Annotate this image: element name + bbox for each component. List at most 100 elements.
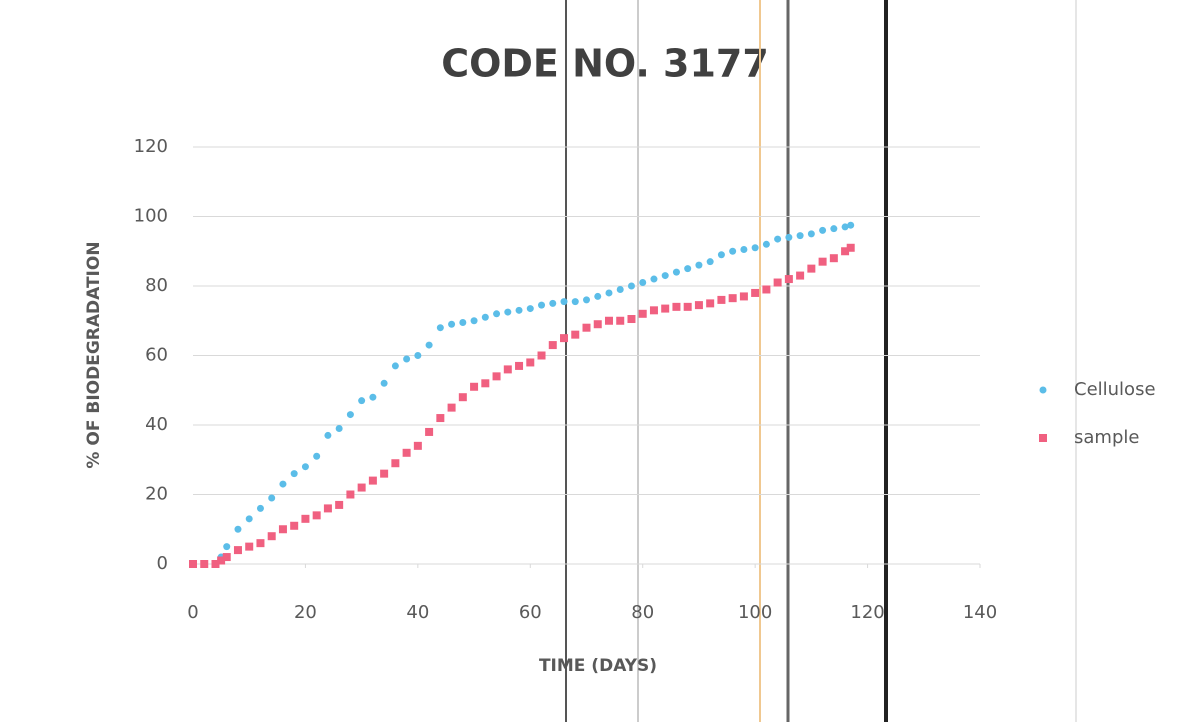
point [245, 542, 254, 551]
point [290, 521, 299, 530]
point [729, 247, 737, 255]
point [493, 310, 501, 318]
point [583, 296, 590, 304]
point [413, 441, 422, 450]
point [819, 226, 827, 234]
point [369, 393, 377, 401]
x-tick-label: 20 [294, 602, 317, 623]
point [515, 361, 524, 370]
point [740, 246, 748, 254]
point [627, 282, 635, 290]
point [818, 257, 827, 266]
point [751, 288, 760, 297]
point [784, 275, 793, 284]
point [459, 318, 467, 326]
point [829, 254, 838, 263]
point [695, 261, 703, 269]
point [717, 251, 725, 259]
point [841, 223, 849, 231]
y-tick-label: 100 [134, 206, 168, 227]
scan-artifacts [565, 0, 1077, 722]
point [414, 352, 422, 359]
y-tick-label: 20 [145, 484, 168, 505]
point [380, 379, 388, 387]
point [234, 525, 242, 533]
point [717, 295, 726, 304]
point [762, 285, 771, 294]
point [335, 500, 344, 509]
x-axis-label: TIME (DAYS) [539, 656, 657, 676]
point [751, 244, 759, 252]
point [796, 232, 804, 240]
point [694, 301, 703, 310]
point [245, 515, 253, 523]
point [211, 560, 220, 568]
point [515, 306, 523, 314]
y-tick-label: 0 [157, 553, 168, 574]
point [807, 264, 816, 273]
point [217, 556, 226, 565]
point [571, 298, 579, 306]
point [560, 298, 568, 306]
point [538, 301, 546, 309]
y-tick-label: 60 [145, 345, 168, 366]
point [650, 275, 658, 283]
point [223, 543, 231, 551]
point [267, 532, 276, 541]
point [672, 268, 680, 276]
point [279, 480, 287, 488]
point [403, 355, 411, 363]
legend-marker [1039, 386, 1047, 394]
legend-label: sample [1074, 427, 1139, 448]
point [661, 304, 670, 313]
point [503, 365, 512, 374]
point [560, 334, 569, 343]
point [526, 305, 534, 313]
point [537, 351, 546, 360]
y-axis-label: % OF BIODEGRADATION [84, 241, 104, 468]
point [301, 514, 310, 523]
chart-title: CODE NO. 3177 [441, 42, 769, 86]
point [278, 525, 287, 534]
point [324, 431, 332, 439]
x-tick-label: 40 [406, 602, 429, 623]
point [357, 483, 366, 492]
legend-marker [1039, 434, 1047, 442]
point [200, 560, 209, 568]
point [683, 302, 692, 311]
point [492, 372, 501, 381]
y-tick-label: 40 [145, 414, 168, 435]
point [605, 289, 613, 297]
x-tick-label: 80 [631, 602, 654, 623]
point [313, 452, 321, 460]
point [807, 230, 815, 238]
point [481, 313, 489, 321]
point [638, 309, 647, 318]
point [594, 292, 602, 300]
point [256, 504, 264, 512]
point [728, 294, 737, 303]
point [323, 504, 332, 513]
point [346, 490, 355, 499]
point [796, 271, 805, 280]
x-tick-label: 140 [963, 602, 997, 623]
legend-label: Cellulose [1074, 379, 1156, 400]
y-tick-label: 120 [134, 136, 168, 157]
point [222, 553, 231, 562]
point [571, 330, 580, 339]
point [548, 341, 557, 350]
point [639, 279, 647, 287]
point [391, 459, 400, 468]
x-tick-label: 120 [850, 602, 884, 623]
point [458, 393, 467, 402]
point [549, 299, 557, 307]
point [773, 278, 782, 287]
point [504, 308, 512, 316]
point [661, 272, 669, 280]
point [380, 469, 389, 478]
point [830, 225, 838, 233]
point [312, 511, 321, 520]
point [706, 299, 715, 308]
point [447, 403, 456, 412]
point [616, 285, 624, 293]
